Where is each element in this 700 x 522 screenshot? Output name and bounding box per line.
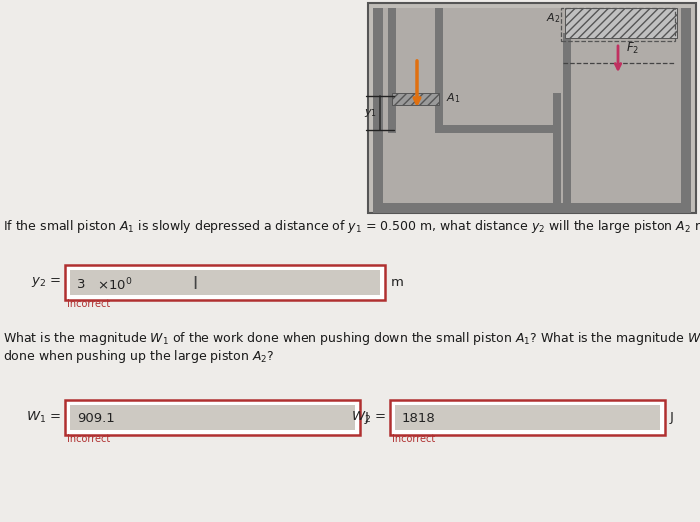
Bar xyxy=(70,270,380,295)
Text: $A_1$: $A_1$ xyxy=(446,91,461,105)
Bar xyxy=(373,203,691,213)
Text: $F_2$: $F_2$ xyxy=(626,40,639,55)
Text: J: J xyxy=(365,410,369,423)
Bar xyxy=(383,8,681,203)
Text: Incorrect: Incorrect xyxy=(67,434,111,444)
Bar xyxy=(395,405,660,430)
Text: Incorrect: Incorrect xyxy=(67,299,111,309)
Text: $W_2$ =: $W_2$ = xyxy=(351,409,386,424)
Text: $y_2$ =: $y_2$ = xyxy=(31,275,61,289)
Text: m: m xyxy=(391,276,404,289)
Bar xyxy=(65,265,385,300)
Text: Incorrect: Incorrect xyxy=(392,434,435,444)
Text: J: J xyxy=(670,410,674,423)
Text: $\times$10$^0$: $\times$10$^0$ xyxy=(97,277,132,293)
Bar xyxy=(681,8,691,213)
Text: If the small piston $A_1$ is slowly depressed a distance of $y_1$ = 0.500 m, wha: If the small piston $A_1$ is slowly depr… xyxy=(3,218,700,235)
Bar xyxy=(390,400,665,435)
Bar xyxy=(70,405,355,430)
Bar xyxy=(368,3,696,213)
Bar xyxy=(396,105,435,133)
Bar xyxy=(565,8,677,38)
Text: I: I xyxy=(193,275,197,293)
Bar xyxy=(561,8,675,41)
Text: $A_2$: $A_2$ xyxy=(546,11,560,25)
Bar xyxy=(392,93,439,105)
Text: 1818: 1818 xyxy=(402,412,435,425)
Text: done when pushing up the large piston $A_2$?: done when pushing up the large piston $A… xyxy=(3,348,274,365)
Bar xyxy=(553,93,561,203)
Bar xyxy=(443,63,553,133)
Bar xyxy=(65,400,360,435)
Bar xyxy=(373,8,383,213)
Text: 3: 3 xyxy=(77,279,94,291)
Text: 909.1: 909.1 xyxy=(77,412,115,425)
Text: $W_1$ =: $W_1$ = xyxy=(26,409,61,424)
Bar xyxy=(435,125,553,133)
Bar xyxy=(563,33,571,203)
Bar xyxy=(388,8,396,133)
Bar xyxy=(435,8,443,133)
Text: $y_1$: $y_1$ xyxy=(364,107,377,119)
Text: What is the magnitude $W_1$ of the work done when pushing down the small piston : What is the magnitude $W_1$ of the work … xyxy=(3,330,700,347)
